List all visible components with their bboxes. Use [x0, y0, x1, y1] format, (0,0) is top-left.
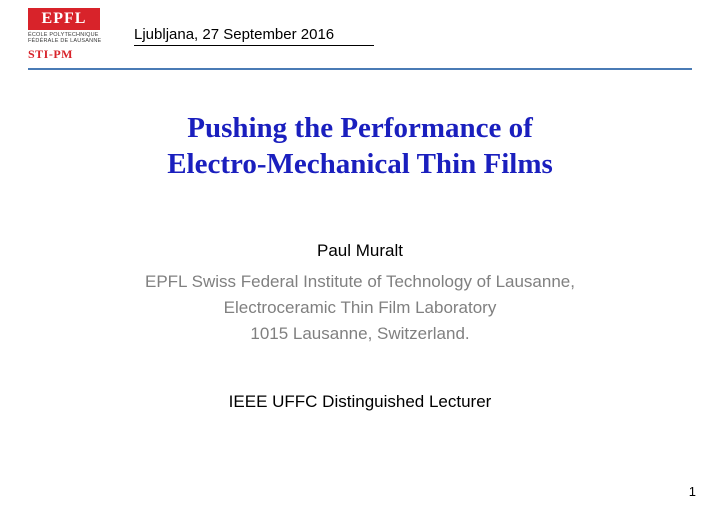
author-block: Paul Muralt EPFL Swiss Federal Institute… [0, 241, 720, 348]
title-block: Pushing the Performance of Electro-Mecha… [0, 110, 720, 183]
epfl-logo-subtitle: ÉCOLE POLYTECHNIQUEFÉDÉRALE DE LAUSANNE [28, 32, 101, 44]
epfl-logo-block: EPFL ÉCOLE POLYTECHNIQUEFÉDÉRALE DE LAUS… [28, 8, 116, 62]
date-wrap: Ljubljana, 27 September 2016 [116, 26, 720, 62]
slide-header: EPFL ÉCOLE POLYTECHNIQUEFÉDÉRALE DE LAUS… [0, 0, 720, 62]
affiliation-line-3: 1015 Lausanne, Switzerland. [0, 321, 720, 347]
page-number: 1 [689, 484, 696, 499]
title-line-1: Pushing the Performance of [0, 110, 720, 146]
sti-pm-label: STI-PM [28, 47, 73, 62]
epfl-logo: EPFL [28, 8, 100, 30]
presentation-date: Ljubljana, 27 September 2016 [134, 26, 374, 46]
header-rule [28, 68, 692, 70]
affiliation-line-2: Electroceramic Thin Film Laboratory [0, 295, 720, 321]
author-name: Paul Muralt [0, 241, 720, 261]
lecturer-line: IEEE UFFC Distinguished Lecturer [0, 392, 720, 412]
title-line-2: Electro-Mechanical Thin Films [0, 146, 720, 182]
affiliation-line-1: EPFL Swiss Federal Institute of Technolo… [0, 269, 720, 295]
